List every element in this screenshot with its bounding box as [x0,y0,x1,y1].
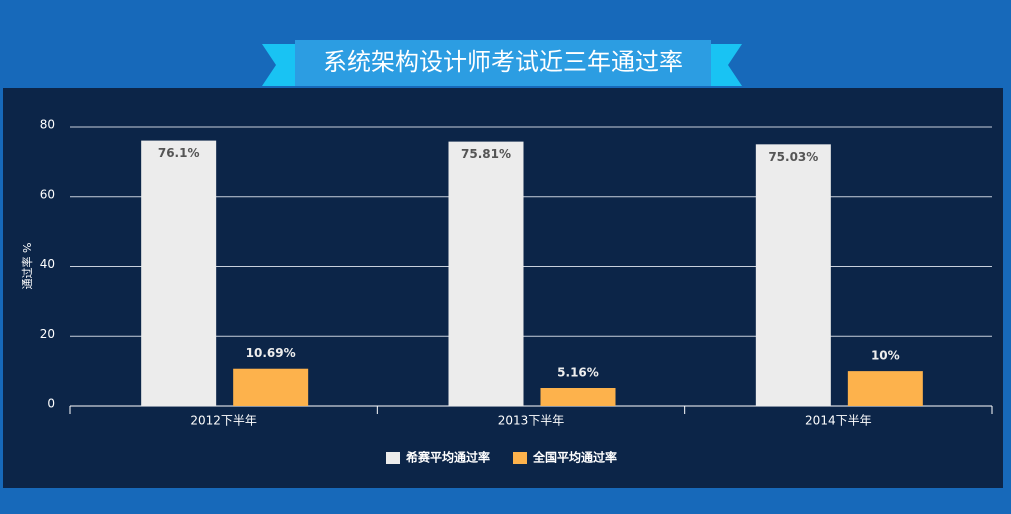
bar [448,141,524,407]
title-banner [295,40,711,86]
data-label: 5.16% [557,366,599,380]
bar [141,140,217,406]
bar [847,371,923,406]
data-label: 10.69% [246,346,296,360]
ribbon-right [706,44,742,86]
bar [755,144,831,406]
x-tick-label: 2013下半年 [498,414,565,428]
data-label: 75.03% [768,150,818,164]
bar [233,368,309,406]
chart-title: 系统架构设计师考试近三年通过率 [323,48,683,76]
y-tick-label: 20 [40,327,55,341]
legend-label: 希赛平均通过率 [405,450,490,465]
data-label: 76.1% [158,146,200,160]
data-label: 75.81% [461,147,511,161]
y-tick-label: 80 [40,118,55,132]
x-tick-label: 2012下半年 [190,414,257,428]
y-tick-label: 60 [40,187,55,201]
y-tick-label: 0 [47,397,55,411]
y-axis-label: 通过率 % [20,243,34,290]
y-tick-label: 40 [40,257,55,271]
legend-swatch [386,452,400,464]
bar [540,388,616,406]
data-label: 10% [871,349,900,363]
x-tick-label: 2014下半年 [805,414,872,428]
legend-swatch [513,452,527,464]
ribbon-left [262,44,300,86]
legend-label: 全国平均通过率 [532,450,617,465]
